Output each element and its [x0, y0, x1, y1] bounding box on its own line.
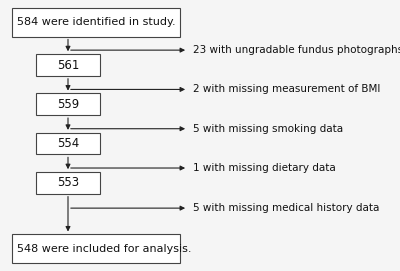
Text: 584 were identified in study.: 584 were identified in study.	[17, 17, 176, 27]
FancyBboxPatch shape	[36, 172, 100, 194]
Text: 553: 553	[57, 176, 79, 189]
Text: 548 were included for analysis.: 548 were included for analysis.	[17, 244, 191, 254]
FancyBboxPatch shape	[36, 93, 100, 115]
Text: 2 with missing measurement of BMI: 2 with missing measurement of BMI	[193, 85, 380, 94]
FancyBboxPatch shape	[12, 8, 180, 37]
Text: 23 with ungradable fundus photographs: 23 with ungradable fundus photographs	[193, 45, 400, 55]
Text: 561: 561	[57, 59, 79, 72]
Text: 559: 559	[57, 98, 79, 111]
FancyBboxPatch shape	[12, 234, 180, 263]
Text: 5 with missing smoking data: 5 with missing smoking data	[193, 124, 343, 134]
Text: 554: 554	[57, 137, 79, 150]
FancyBboxPatch shape	[36, 133, 100, 154]
FancyBboxPatch shape	[36, 54, 100, 76]
Text: 1 with missing dietary data: 1 with missing dietary data	[193, 163, 336, 173]
Text: 5 with missing medical history data: 5 with missing medical history data	[193, 203, 379, 213]
